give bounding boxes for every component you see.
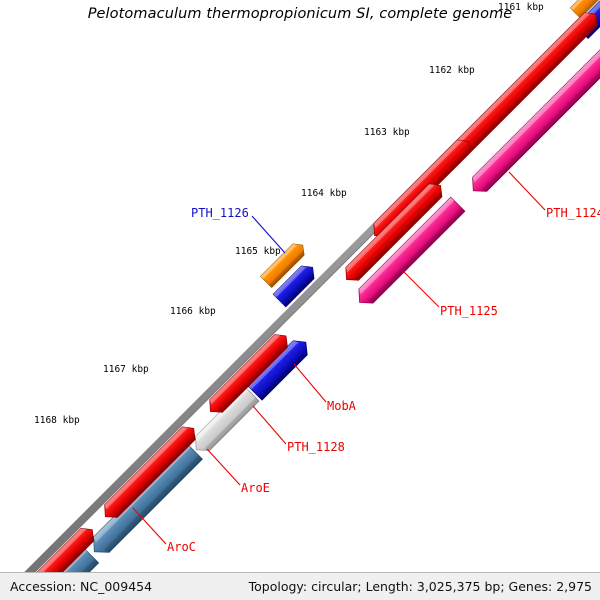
status-bar: Accession: NC_009454 Topology: circular;… (0, 572, 600, 600)
leader-line-pth-1128 (252, 405, 287, 445)
leader-line-moba (293, 363, 327, 403)
feature-label-aroc[interactable]: AroC (167, 540, 196, 554)
gene-feature-pth-1128[interactable] (189, 386, 260, 457)
status-accession: Accession: NC_009454 (10, 579, 153, 594)
ruler-tick-label: 1168 kbp (34, 415, 80, 426)
gene-feature-pth-1125[interactable] (352, 196, 466, 309)
feature-label-aroe[interactable]: AroE (241, 481, 270, 495)
gene-feature-pth-1126-orange[interactable] (259, 240, 308, 289)
feature-label-pth-1125[interactable]: PTH_1125 (440, 304, 498, 318)
ruler-tick-label: 1162 kbp (429, 65, 475, 76)
feature-label-pth-1126[interactable]: PTH_1126 (191, 206, 249, 220)
leader-line-aroc (132, 507, 167, 545)
leader-line-pth-1125 (403, 271, 440, 308)
leader-line-pth-1124 (508, 171, 546, 211)
ruler-tick-label: 1163 kbp (364, 127, 410, 138)
genome-title: Pelotomaculum thermopropionicum SI, comp… (87, 6, 513, 22)
label-leader-lines (132, 171, 546, 545)
gene-feature-moba[interactable] (247, 335, 313, 401)
ruler-tick-label: 1167 kbp (103, 364, 149, 375)
gene-feature-pth-1126-blue[interactable] (272, 261, 319, 308)
ruler-tick-label: 1164 kbp (301, 188, 347, 199)
ruler-tick-label: 1161 kbp (498, 2, 544, 13)
gene-feature-orange-corner[interactable] (569, 0, 600, 19)
status-genome-info: Topology: circular; Length: 3,025,375 bp… (248, 579, 592, 594)
feature-label-pth-1128[interactable]: PTH_1128 (287, 440, 345, 454)
gene-feature-red-lower-2[interactable] (99, 422, 200, 523)
feature-label-moba[interactable]: MobA (327, 399, 356, 413)
feature-label-pth-1124[interactable]: PTH_1124 (546, 206, 600, 220)
leader-line-pth-1126 (251, 215, 286, 254)
gene-feature-pth-1125-red[interactable] (340, 179, 447, 286)
ruler-tick-label: 1165 kbp (235, 246, 281, 257)
gene-feature-red-lower-1[interactable] (204, 330, 292, 418)
ruler-tick-label: 1166 kbp (170, 306, 216, 317)
gene-feature-pth-1124[interactable] (435, 8, 600, 176)
gene-feature-pth-1125-upper[interactable] (466, 39, 600, 198)
leader-line-aroe (206, 448, 241, 486)
